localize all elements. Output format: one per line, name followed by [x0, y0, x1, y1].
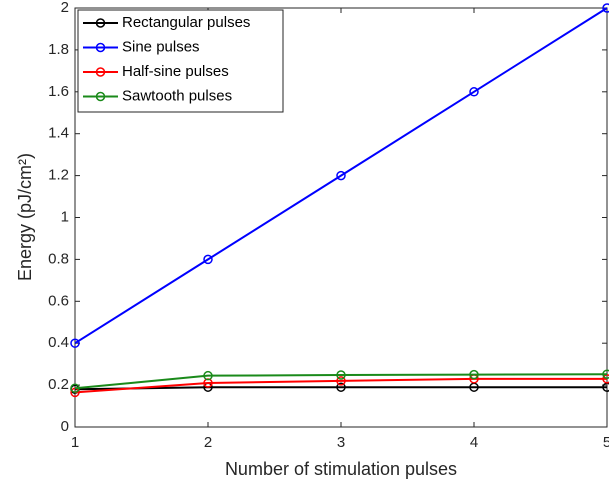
y-axis-label: Energy (pJ/cm²)	[15, 153, 35, 281]
x-axis-label: Number of stimulation pulses	[225, 459, 457, 479]
data-point	[336, 382, 346, 392]
legend-label: Sine pulses	[122, 38, 200, 55]
data-point	[70, 387, 80, 398]
y-tick-label: 1.4	[48, 125, 69, 142]
series-line	[74, 373, 608, 390]
data-point	[469, 87, 479, 97]
x-tick-label: 4	[470, 434, 478, 451]
y-tick-label: 1.2	[48, 167, 69, 184]
data-point	[469, 369, 479, 380]
legend-marker	[95, 18, 106, 28]
y-tick-label: 1	[61, 208, 69, 225]
data-point	[203, 254, 213, 265]
data-point	[70, 383, 80, 393]
legend: Rectangular pulses Sine pulses Half-sine p…	[77, 9, 284, 113]
data-point	[602, 369, 609, 379]
data-point	[602, 3, 609, 13]
data-point	[336, 170, 346, 181]
y-tick-label: 0.6	[48, 292, 69, 309]
x-tick-label: 5	[603, 434, 609, 451]
legend-box	[77, 9, 284, 113]
series-line	[74, 386, 607, 391]
data-point	[70, 338, 80, 348]
y-tick-label: 0.2	[48, 376, 69, 393]
y-tick-label: 2	[61, 0, 69, 16]
legend-marker	[95, 91, 106, 102]
y-tick-label: 0.4	[48, 334, 69, 351]
x-tick-label: 1	[71, 434, 79, 451]
data-point	[203, 370, 213, 381]
series-line	[74, 7, 608, 345]
legend-marker	[95, 42, 106, 53]
y-tick-label: 1.8	[48, 41, 69, 58]
x-tick-label: 3	[337, 434, 345, 451]
y-tick-label: 1.6	[48, 83, 69, 100]
legend-marker	[95, 67, 106, 77]
y-tick-label: 0.8	[48, 250, 69, 267]
legend-label: Rectangular pulses	[122, 14, 250, 31]
y-tick-label: 0	[61, 418, 69, 435]
legend-label: Sawtooth pulses	[122, 87, 232, 104]
data-point	[336, 370, 346, 380]
series-line	[74, 377, 607, 394]
x-tick-label: 2	[204, 434, 212, 451]
legend-label: Half-sine pulses	[122, 63, 229, 80]
data-point	[336, 376, 346, 386]
